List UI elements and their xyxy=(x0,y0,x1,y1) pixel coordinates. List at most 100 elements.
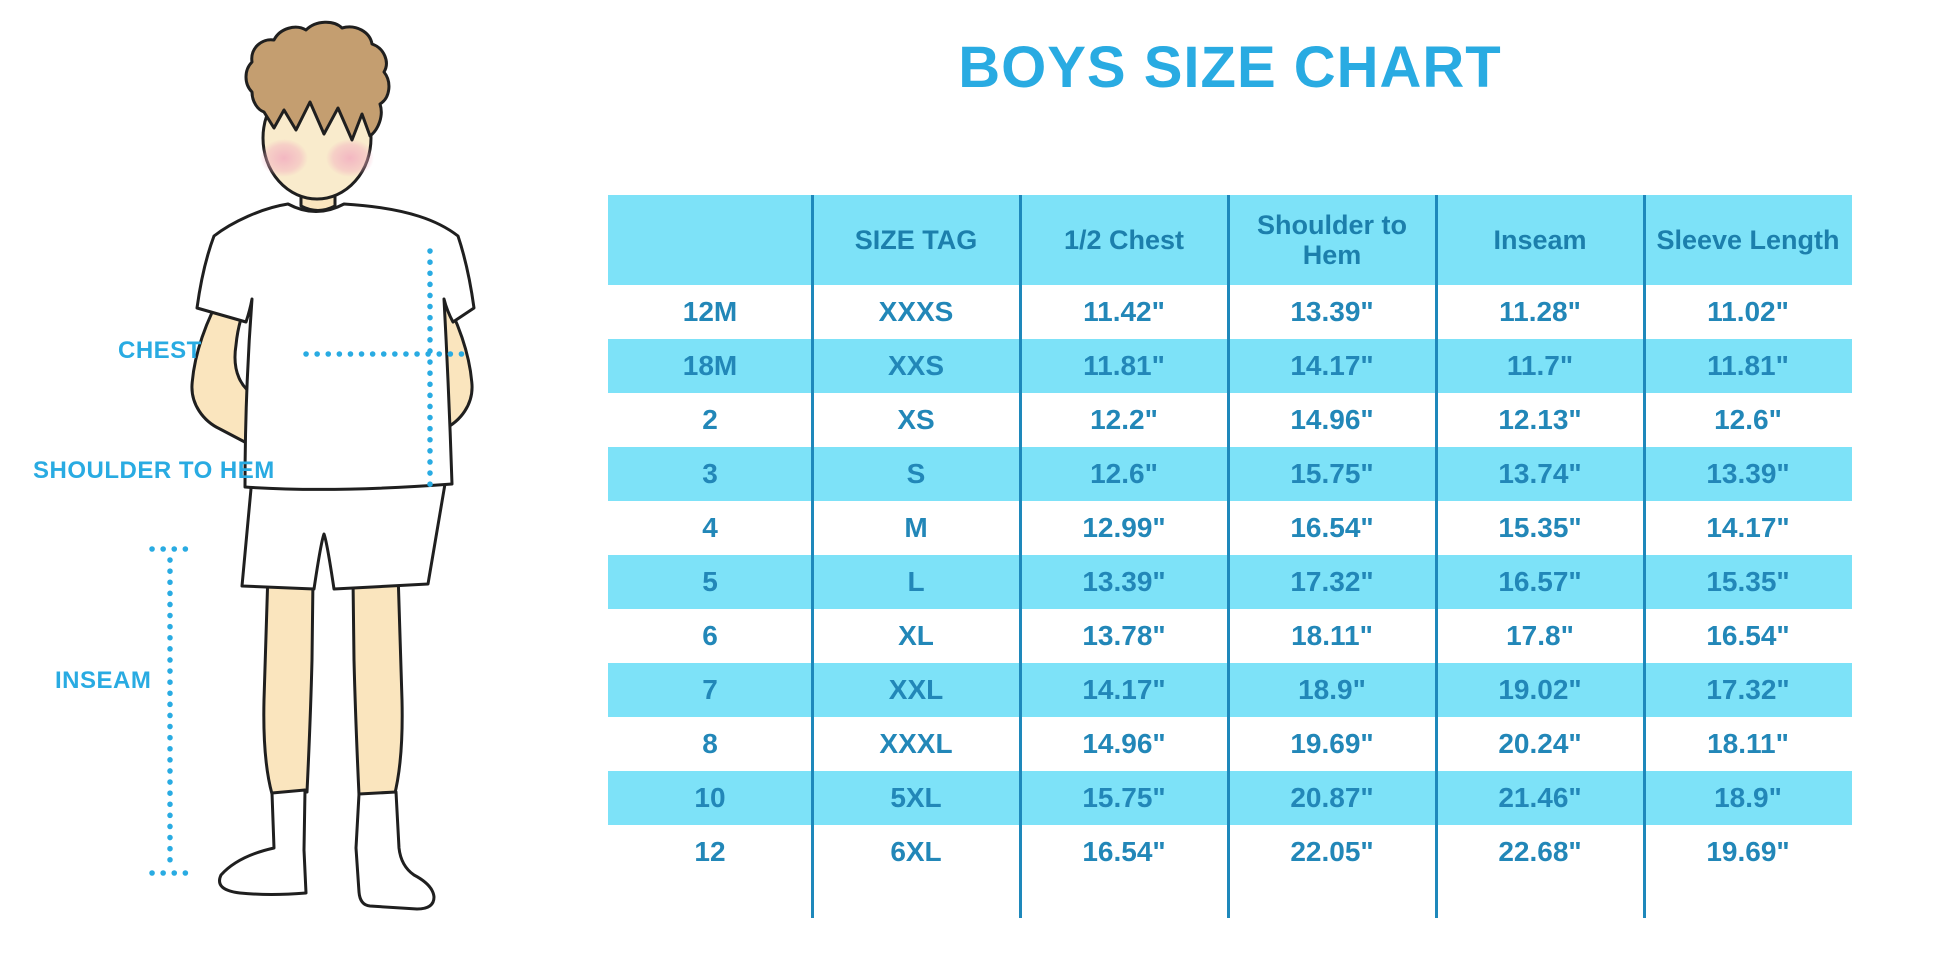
column-header: 1/2 Chest xyxy=(1063,224,1185,255)
table-cell: 15.75" xyxy=(1290,458,1374,489)
table-cell: 11.28" xyxy=(1499,296,1581,327)
table-row: 4 M 12.99" 16.54" 15.35" 14.17" xyxy=(608,501,1852,555)
table-cell: 22.05" xyxy=(1290,836,1374,867)
inseam-measure-line xyxy=(149,546,192,876)
table-cell: XS xyxy=(897,404,935,435)
table-cell: 12.99" xyxy=(1082,512,1166,543)
table-cell: 14.96" xyxy=(1290,404,1374,435)
column-header: SIZE TAG xyxy=(854,224,978,255)
table-header-row: SIZE TAG 1/2 Chest Shoulder to Hem Inseam Sl… xyxy=(608,195,1852,285)
table-cell: 14.17" xyxy=(1082,674,1166,705)
column-header: Sleeve Length xyxy=(1656,224,1840,255)
boy-right-leg xyxy=(351,570,404,799)
table-row: 6 XL 13.78" 18.11" 17.8" 16.54" xyxy=(608,609,1852,663)
table-cell: 3 xyxy=(702,458,718,489)
table-cell: 11.81" xyxy=(1707,350,1789,381)
boy-left-arm xyxy=(190,288,262,452)
column-divider xyxy=(811,195,814,918)
table-cell: 11.02" xyxy=(1707,296,1789,327)
table-cell: 2 xyxy=(702,404,718,435)
table-cell: 12M xyxy=(682,296,738,327)
table-cell: 5 xyxy=(702,566,718,597)
table-cell: 4 xyxy=(702,512,718,543)
table-cell: 16.57" xyxy=(1498,566,1582,597)
table-cell: 10 xyxy=(694,782,726,813)
boy-shirt xyxy=(195,202,476,491)
column-header: Inseam xyxy=(1493,224,1587,255)
shoulder-to-hem-label: SHOULDER TO HEM xyxy=(33,457,275,484)
table-cell: 16.54" xyxy=(1706,620,1790,651)
table-cell: 13.39" xyxy=(1290,296,1374,327)
table-cell: 6 xyxy=(702,620,718,651)
column-header xyxy=(608,195,812,285)
table-cell: 17.32" xyxy=(1706,674,1790,705)
table-row: 12M XXXS 11.42" 13.39" 11.28" 11.02" xyxy=(608,285,1852,339)
table-cell: 17.8" xyxy=(1506,620,1574,651)
table-cell: 20.24" xyxy=(1498,728,1582,759)
table-cell: 18.11" xyxy=(1291,620,1373,651)
table-cell: 21.46" xyxy=(1498,782,1582,813)
column-divider xyxy=(1019,195,1022,918)
table-cell: 15.35" xyxy=(1498,512,1582,543)
boy-right-cheek-blush xyxy=(326,139,374,177)
table-cell: 13.74" xyxy=(1498,458,1582,489)
table-cell: 20.87" xyxy=(1290,782,1374,813)
table-cell: 5XL xyxy=(890,782,942,813)
table-cell: 8 xyxy=(702,728,718,759)
table-row: 3 S 12.6" 15.75" 13.74" 13.39" xyxy=(608,447,1852,501)
table-cell: 14.17" xyxy=(1706,512,1790,543)
inseam-label: INSEAM xyxy=(55,667,152,694)
table-cell: 13.39" xyxy=(1082,566,1166,597)
column-divider xyxy=(1435,195,1438,918)
table-row: 2 XS 12.2" 14.96" 12.13" 12.6" xyxy=(608,393,1852,447)
column-divider xyxy=(1227,195,1230,918)
table-cell: 17.32" xyxy=(1290,566,1374,597)
table-cell: XXS xyxy=(887,350,945,381)
boy-hair xyxy=(244,20,391,142)
table-body: 12M XXXS 11.42" 13.39" 11.28" 11.02" 18M XXS 11.… xyxy=(608,285,1852,879)
table-cell: 6XL xyxy=(890,836,942,867)
table-cell: 11.7" xyxy=(1506,350,1574,381)
column-header: Shoulder to Hem xyxy=(1257,209,1407,270)
table-cell: 16.54" xyxy=(1290,512,1374,543)
table-cell: 15.35" xyxy=(1706,566,1790,597)
table-row: 5 L 13.39" 17.32" 16.57" 15.35" xyxy=(608,555,1852,609)
table-cell: XXXS xyxy=(878,296,954,327)
chest-label: CHEST xyxy=(118,337,202,364)
table-cell: 12 xyxy=(694,836,726,867)
table-cell: XXXL xyxy=(879,728,953,759)
boy-illustration xyxy=(0,0,500,973)
boy-left-cheek-blush xyxy=(260,139,308,177)
table-cell: 16.54" xyxy=(1082,836,1166,867)
boy-shorts xyxy=(240,476,448,591)
boy-left-sock xyxy=(218,788,308,896)
boy-right-sock xyxy=(354,790,436,911)
table-cell: L xyxy=(907,566,925,597)
table-row: 8 XXXL 14.96" 19.69" 20.24" 18.11" xyxy=(608,717,1852,771)
table-row: 12 6XL 16.54" 22.05" 22.68" 19.69" xyxy=(608,825,1852,879)
table-row: 7 XXL 14.17" 18.9" 19.02" 17.32" xyxy=(608,663,1852,717)
table-cell: 19.02" xyxy=(1498,674,1582,705)
size-table: SIZE TAG 1/2 Chest Shoulder to Hem Inseam Sl… xyxy=(608,195,1852,918)
table-cell: 18M xyxy=(682,350,738,381)
table-row: 18M XXS 11.81" 14.17" 11.7" 11.81" xyxy=(608,339,1852,393)
table-cell: 12.6" xyxy=(1714,404,1782,435)
boy-illustration-svg xyxy=(149,20,476,911)
table-cell: 14.96" xyxy=(1082,728,1166,759)
table-row: 10 5XL 15.75" 20.87" 21.46" 18.9" xyxy=(608,771,1852,825)
table-cell: M xyxy=(904,512,928,543)
table-cell: 11.42" xyxy=(1083,296,1165,327)
table-cell: 13.39" xyxy=(1706,458,1790,489)
table-cell: 22.68" xyxy=(1498,836,1582,867)
table-cell: XXL xyxy=(888,674,944,705)
table-cell: 12.2" xyxy=(1090,404,1158,435)
table-cell: 12.13" xyxy=(1498,404,1582,435)
boy-left-leg xyxy=(262,570,315,796)
table-cell: S xyxy=(906,458,926,489)
table-cell: 19.69" xyxy=(1706,836,1790,867)
table-cell: 7 xyxy=(702,674,718,705)
table-cell: 13.78" xyxy=(1082,620,1166,651)
table-cell: 11.81" xyxy=(1083,350,1165,381)
table-cell: 18.11" xyxy=(1707,728,1789,759)
table-cell: 12.6" xyxy=(1090,458,1158,489)
